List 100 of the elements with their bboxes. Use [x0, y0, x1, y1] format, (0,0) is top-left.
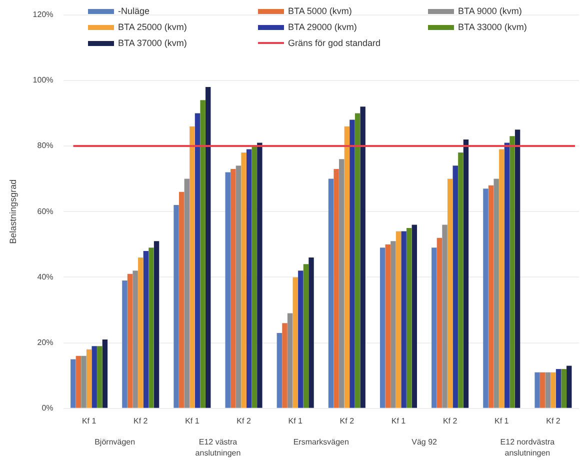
- bar: [452, 166, 458, 408]
- y-tick-label: 80%: [37, 141, 54, 150]
- bar: [178, 192, 184, 408]
- bar: [550, 372, 556, 408]
- bar: [76, 356, 82, 408]
- bar: [246, 149, 252, 408]
- bar: [334, 168, 339, 408]
- x-tick-label: Kf 1: [288, 416, 304, 426]
- bar: [154, 241, 160, 408]
- bar: [225, 172, 230, 408]
- bar: [360, 106, 366, 408]
- y-tick-label: 40%: [37, 272, 54, 282]
- bar: [241, 152, 246, 408]
- y-tick-label: 60%: [37, 206, 54, 216]
- bar: [483, 188, 488, 408]
- bar: [236, 166, 242, 408]
- bar: [494, 178, 499, 408]
- bar: [463, 139, 469, 408]
- x-tick-label: Kf 2: [134, 416, 148, 426]
- bar: [412, 224, 418, 408]
- text: E12 nordvästra anslutningen: [500, 438, 556, 458]
- bar: [308, 258, 314, 408]
- bar: [339, 159, 344, 408]
- y-axis-title: Belastningsgrad: [8, 179, 18, 244]
- bar: [148, 248, 154, 408]
- bar: [350, 120, 355, 408]
- y-tick-label: 20%: [37, 338, 54, 348]
- bar: [282, 323, 288, 408]
- bar: [380, 248, 386, 408]
- bar: [442, 224, 448, 408]
- bar: [206, 86, 211, 408]
- bar: [385, 244, 390, 408]
- x-tick-label: Kf 2: [442, 416, 458, 426]
- bar: [194, 113, 200, 408]
- y-tick-label: 100%: [32, 76, 54, 85]
- legend-label: Gräns för god standard: [287, 38, 382, 48]
- bar: [432, 248, 437, 408]
- bar: [510, 136, 515, 408]
- bar: [184, 178, 190, 408]
- bar: [257, 142, 262, 408]
- bar: [514, 130, 520, 408]
- x-tick-label: Kf 1: [391, 416, 406, 426]
- bar: [298, 270, 304, 408]
- bar: [102, 340, 108, 408]
- bar: [561, 369, 566, 408]
- bar: [276, 332, 282, 408]
- bar: [122, 280, 128, 408]
- bar: [132, 270, 138, 408]
- x-tick-label: Kf 2: [236, 416, 252, 426]
- bar: [447, 178, 453, 408]
- bar: [138, 258, 144, 408]
- bar: [328, 178, 334, 408]
- bar: [406, 228, 412, 408]
- bar: [396, 231, 402, 408]
- text: Björnvägen: [94, 438, 136, 447]
- text: Väg 92: [412, 438, 438, 447]
- bar: [303, 264, 309, 408]
- bar: [81, 356, 86, 408]
- x-tick-label: Kf 1: [494, 416, 510, 426]
- legend-label: BTA 37000 (kvm): [117, 38, 188, 48]
- bar: [344, 126, 350, 408]
- x-tick-label: Kf 1: [82, 416, 97, 426]
- legend-label: -Nuläge: [117, 6, 151, 16]
- bar: [92, 346, 97, 408]
- text: Ersmarksvägen: [293, 438, 349, 447]
- bar: [436, 238, 442, 408]
- bar: [504, 142, 510, 408]
- bar: [190, 126, 195, 408]
- bar: [97, 346, 102, 408]
- x-tick-label: Kf 2: [546, 416, 561, 426]
- bar: [127, 274, 133, 408]
- bar: [200, 100, 206, 408]
- legend-label: BTA 9000 (kvm): [457, 6, 523, 16]
- legend-label: BTA 5000 (kvm): [287, 6, 353, 16]
- legend-label: BTA 25000 (kvm): [117, 22, 188, 32]
- bar: [230, 168, 236, 408]
- bar: [143, 250, 149, 408]
- bar: [354, 113, 360, 408]
- bar: [292, 277, 298, 408]
- bar: [390, 241, 396, 408]
- legend-label: BTA 29000 (kvm): [287, 22, 358, 32]
- bar: [488, 185, 494, 408]
- bar: [534, 372, 540, 408]
- bar: [540, 372, 546, 408]
- y-tick-label: 120%: [32, 10, 54, 20]
- bar: [499, 149, 504, 408]
- bar: [556, 369, 562, 408]
- bar: [401, 231, 406, 408]
- bar: [566, 366, 572, 408]
- y-tick-label: 0%: [42, 404, 54, 413]
- bar: [287, 313, 293, 408]
- bar: [252, 146, 257, 408]
- bar: [70, 359, 76, 408]
- legend-label: BTA 33000 (kvm): [457, 22, 528, 32]
- bar: [545, 372, 551, 408]
- bar: [458, 152, 464, 408]
- text: E12 västra anslutningen: [195, 438, 241, 458]
- x-tick-label: Kf 1: [185, 416, 200, 426]
- bar: [86, 349, 92, 408]
- bar: [174, 205, 179, 408]
